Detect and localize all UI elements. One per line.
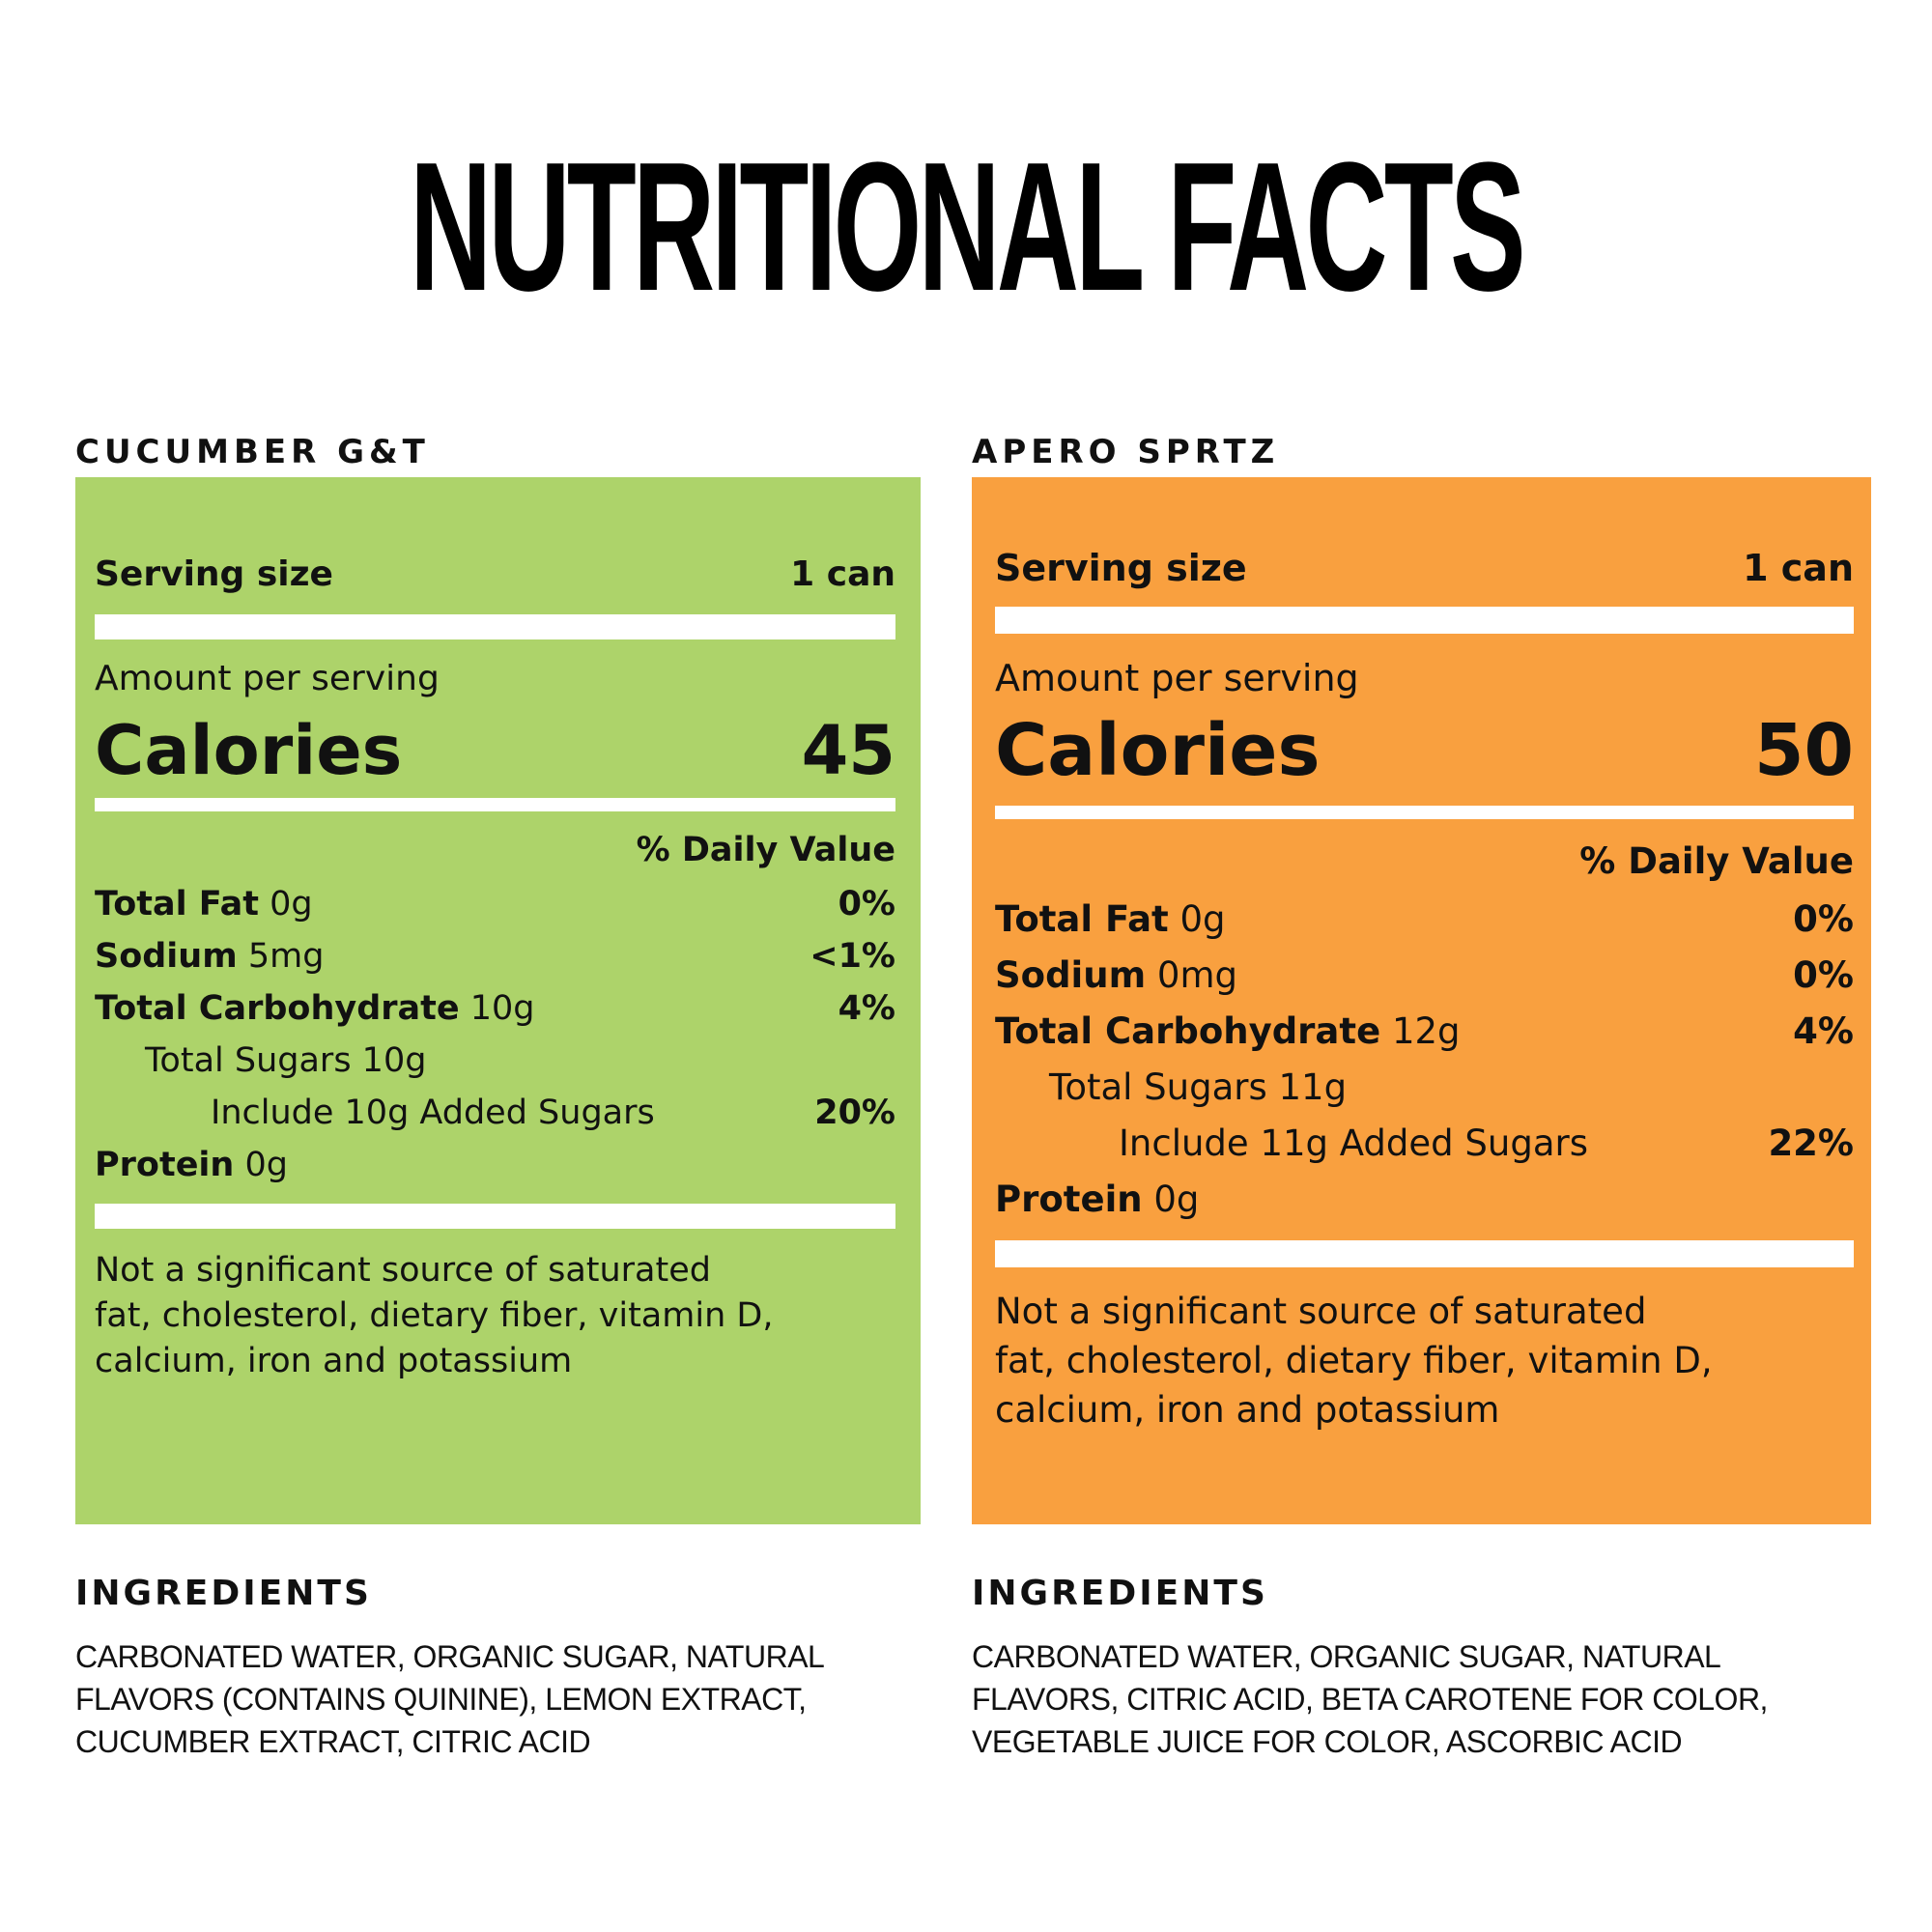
- ingredients-list: CARBONATED WATER, ORGANIC SUGAR, NATURAL…: [972, 1635, 1870, 1763]
- nutrient-label: Total Carbohydrate: [95, 989, 460, 1028]
- divider-bar: [995, 806, 1854, 819]
- nutrient-amount: 0g: [1153, 1179, 1200, 1220]
- total-fat-row: Total Fat 0g 0%: [995, 898, 1854, 940]
- nutrient-dv: 0%: [838, 885, 895, 923]
- nutrient-amount: 0g: [1179, 898, 1226, 940]
- amount-per-serving-label: Amount per serving: [995, 657, 1359, 699]
- total-sugars-row: Total Sugars 10g: [145, 1041, 895, 1080]
- daily-value-header: % Daily Value: [636, 831, 895, 869]
- calories-row: Calories 50: [995, 709, 1854, 792]
- ingredients-line: FLAVORS, CITRIC ACID, BETA CAROTENE FOR …: [972, 1682, 1768, 1717]
- added-sugars-row: Include 11g Added Sugars 22%: [1119, 1122, 1854, 1164]
- nutrient-dv: 0%: [1793, 898, 1854, 940]
- nutrient-amount: 0mg: [1156, 954, 1237, 996]
- divider-bar: [995, 607, 1854, 634]
- nutrient-dv: 20%: [814, 1094, 895, 1132]
- product-name-cucumber: CUCUMBER G&T: [75, 433, 430, 471]
- nutrient-label: Protein: [995, 1179, 1143, 1220]
- nutrient-dv: 4%: [1793, 1010, 1854, 1052]
- product-name-apero: APERO SPRTZ: [972, 433, 1280, 471]
- nutrition-panel-cucumber: Serving size 1 can Amount per serving Ca…: [75, 477, 921, 1524]
- ingredients-line: FLAVORS (CONTAINS QUININE), LEMON EXTRAC…: [75, 1682, 807, 1717]
- calories-value: 50: [1754, 709, 1854, 792]
- ingredients-heading: INGREDIENTS: [972, 1574, 1268, 1613]
- nutrient-amount: 5mg: [247, 937, 325, 976]
- nutrient-label: Sodium: [995, 954, 1147, 996]
- footnote-line: Not a significant source of saturated: [995, 1291, 1647, 1332]
- footnote-line: calcium, iron and potassium: [995, 1389, 1500, 1431]
- nutrient-label: Total Sugars 11g: [1049, 1066, 1348, 1108]
- daily-value-header-row: % Daily Value: [995, 840, 1854, 882]
- calories-label: Calories: [95, 711, 403, 790]
- serving-size-label: Serving size: [995, 547, 1247, 589]
- added-sugars-row: Include 10g Added Sugars 20%: [211, 1094, 895, 1132]
- daily-value-header: % Daily Value: [1579, 840, 1854, 882]
- calories-value: 45: [801, 711, 895, 790]
- sodium-row: Sodium 0mg 0%: [995, 954, 1854, 996]
- nutrient-dv: 0%: [1793, 954, 1854, 996]
- divider-bar: [995, 1240, 1854, 1267]
- total-carbohydrate-row: Total Carbohydrate 10g 4%: [95, 989, 895, 1028]
- total-fat-row: Total Fat 0g 0%: [95, 885, 895, 923]
- sodium-row: Sodium 5mg <1%: [95, 937, 895, 976]
- nutrient-label: Total Fat: [95, 885, 260, 923]
- protein-row: Protein 0g: [95, 1146, 895, 1184]
- amount-per-serving-row: Amount per serving: [995, 657, 1854, 699]
- serving-size-row: Serving size 1 can: [95, 554, 895, 594]
- serving-size-value: 1 can: [790, 554, 895, 594]
- ingredients-line: CARBONATED WATER, ORGANIC SUGAR, NATURAL: [75, 1639, 825, 1674]
- nutrient-amount: 10g: [469, 989, 535, 1028]
- footnote: Not a significant source of saturated fa…: [995, 1287, 1854, 1435]
- nutrient-amount: 0g: [244, 1146, 288, 1184]
- nutrient-dv: 4%: [838, 989, 895, 1028]
- calories-row: Calories 45: [95, 711, 895, 790]
- daily-value-header-row: % Daily Value: [95, 831, 895, 869]
- footnote-line: fat, cholesterol, dietary fiber, vitamin…: [995, 1340, 1713, 1381]
- nutrient-label: Total Fat: [995, 898, 1169, 940]
- total-sugars-row: Total Sugars 11g: [1049, 1066, 1854, 1108]
- page-title: NUTRITIONAL FACTS: [410, 125, 1526, 329]
- footnote-line: Not a significant source of saturated: [95, 1251, 711, 1290]
- amount-per-serving-row: Amount per serving: [95, 659, 895, 698]
- serving-size-value: 1 can: [1743, 547, 1854, 589]
- protein-row: Protein 0g: [995, 1179, 1854, 1220]
- divider-bar: [95, 614, 895, 639]
- footnote-line: fat, cholesterol, dietary fiber, vitamin…: [95, 1296, 774, 1335]
- nutrient-label: Sodium: [95, 937, 238, 976]
- serving-size-row: Serving size 1 can: [995, 547, 1854, 589]
- nutrient-label: Include 11g Added Sugars: [1119, 1122, 1589, 1164]
- nutrient-amount: 12g: [1391, 1010, 1461, 1052]
- nutrient-amount: 0g: [270, 885, 313, 923]
- ingredients-line: VEGETABLE JUICE FOR COLOR, ASCORBIC ACID: [972, 1724, 1683, 1759]
- ingredients-heading: INGREDIENTS: [75, 1574, 372, 1613]
- amount-per-serving-label: Amount per serving: [95, 659, 440, 698]
- footnote: Not a significant source of saturated fa…: [95, 1248, 895, 1384]
- ingredients-list: CARBONATED WATER, ORGANIC SUGAR, NATURAL…: [75, 1635, 925, 1763]
- footnote-line: calcium, iron and potassium: [95, 1342, 573, 1380]
- nutrient-dv: 22%: [1768, 1122, 1854, 1164]
- ingredients-line: CUCUMBER EXTRACT, CITRIC ACID: [75, 1724, 591, 1759]
- nutrient-label: Protein: [95, 1146, 235, 1184]
- nutrient-label: Total Carbohydrate: [995, 1010, 1381, 1052]
- total-carbohydrate-row: Total Carbohydrate 12g 4%: [995, 1010, 1854, 1052]
- calories-label: Calories: [995, 709, 1321, 792]
- nutrient-dv: <1%: [810, 937, 895, 976]
- divider-bar: [95, 1204, 895, 1229]
- nutrient-label: Total Sugars 10g: [145, 1041, 427, 1080]
- divider-bar: [95, 798, 895, 811]
- nutrition-panel-apero: Serving size 1 can Amount per serving Ca…: [972, 477, 1871, 1524]
- serving-size-label: Serving size: [95, 554, 333, 594]
- nutrient-label: Include 10g Added Sugars: [211, 1094, 655, 1132]
- ingredients-line: CARBONATED WATER, ORGANIC SUGAR, NATURAL: [972, 1639, 1721, 1674]
